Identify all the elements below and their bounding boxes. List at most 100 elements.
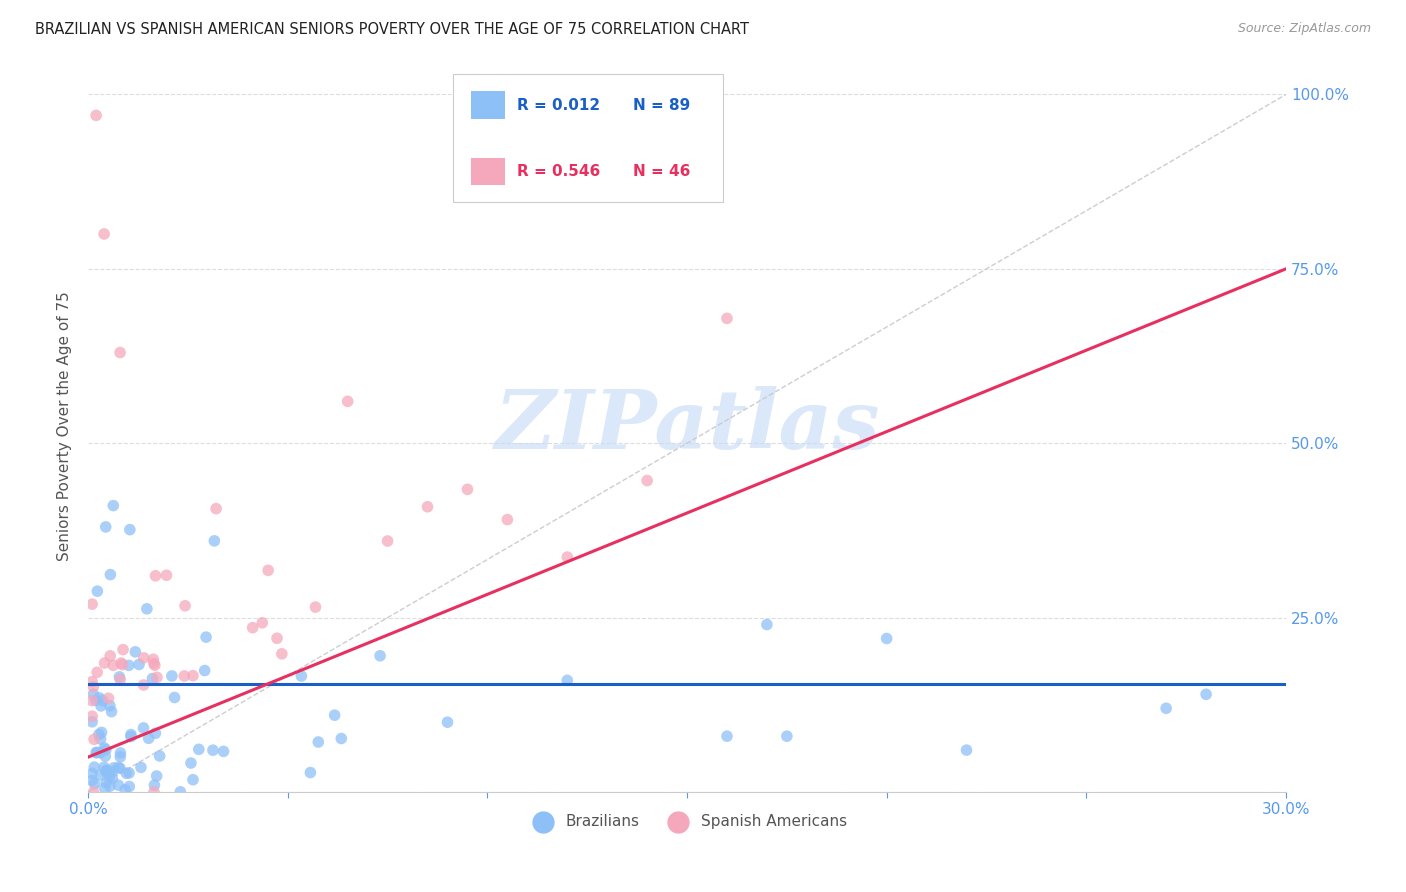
Point <box>86 584 108 599</box>
Point <box>83 760 105 774</box>
Point <box>103 658 125 673</box>
Point <box>93 741 115 756</box>
Point <box>776 729 799 743</box>
Point <box>307 735 329 749</box>
Point <box>94 781 117 796</box>
Point <box>98 648 121 663</box>
Point <box>187 742 209 756</box>
Point <box>132 678 155 692</box>
Point <box>108 761 131 775</box>
Point <box>145 569 167 583</box>
Point <box>97 691 120 706</box>
Point <box>257 563 280 577</box>
Point <box>160 669 183 683</box>
Point <box>82 773 104 788</box>
Point <box>1195 687 1218 701</box>
Point <box>174 599 197 613</box>
Point <box>716 729 738 743</box>
Point <box>194 664 217 678</box>
FancyBboxPatch shape <box>471 91 505 119</box>
Point <box>86 746 108 760</box>
Point <box>636 474 658 488</box>
Point <box>96 764 118 778</box>
Point <box>89 768 111 782</box>
Point <box>107 760 129 774</box>
Point <box>304 600 326 615</box>
Point <box>98 698 121 713</box>
Point <box>83 785 105 799</box>
Point <box>98 779 121 793</box>
Point <box>755 617 778 632</box>
Point <box>146 670 169 684</box>
Point <box>173 669 195 683</box>
Point <box>169 785 191 799</box>
Point <box>270 647 292 661</box>
Text: Source: ZipAtlas.com: Source: ZipAtlas.com <box>1237 22 1371 36</box>
Point <box>94 764 117 779</box>
Point <box>118 523 141 537</box>
Point <box>91 693 114 707</box>
Point <box>114 782 136 797</box>
Point <box>82 709 104 723</box>
Point <box>90 725 112 739</box>
Point <box>93 760 115 774</box>
Point <box>212 744 235 758</box>
Point <box>118 780 141 794</box>
Point <box>145 769 167 783</box>
Point <box>110 656 132 670</box>
Point <box>145 726 167 740</box>
Point <box>98 767 121 781</box>
Point <box>252 615 274 630</box>
Point <box>876 632 898 646</box>
Point <box>100 705 122 719</box>
Point <box>93 656 115 670</box>
Point <box>90 732 112 747</box>
Point <box>143 778 166 792</box>
Point <box>83 777 105 791</box>
Point <box>128 657 150 672</box>
Point <box>89 746 111 760</box>
Point <box>132 650 155 665</box>
Point <box>96 776 118 790</box>
Point <box>155 568 177 582</box>
Point <box>115 766 138 780</box>
Point <box>98 771 121 785</box>
Point <box>142 652 165 666</box>
Point <box>93 227 115 241</box>
FancyBboxPatch shape <box>471 158 505 186</box>
Point <box>82 766 104 780</box>
Point <box>416 500 439 514</box>
Point <box>101 764 124 779</box>
Point <box>101 772 124 786</box>
Point <box>94 743 117 757</box>
Point <box>103 761 125 775</box>
Point <box>149 748 172 763</box>
Y-axis label: Seniors Poverty Over the Age of 75: Seniors Poverty Over the Age of 75 <box>58 291 72 561</box>
Point <box>368 648 391 663</box>
Point <box>82 680 104 694</box>
Point <box>266 632 288 646</box>
Point <box>84 693 107 707</box>
Point <box>118 658 141 673</box>
Point <box>955 743 977 757</box>
Point <box>163 690 186 705</box>
Point <box>120 730 142 744</box>
Point <box>82 687 104 701</box>
Text: N = 46: N = 46 <box>633 164 690 179</box>
Point <box>143 658 166 673</box>
Point <box>124 645 146 659</box>
Point <box>110 746 132 760</box>
Point <box>496 512 519 526</box>
Point <box>86 746 108 760</box>
Point <box>107 778 129 792</box>
Point <box>96 764 118 778</box>
Point <box>90 698 112 713</box>
Point <box>290 669 312 683</box>
Point <box>299 765 322 780</box>
Point <box>129 760 152 774</box>
Point <box>141 672 163 686</box>
Point <box>555 673 578 688</box>
Point <box>82 693 104 707</box>
Point <box>205 501 228 516</box>
FancyBboxPatch shape <box>454 74 723 202</box>
